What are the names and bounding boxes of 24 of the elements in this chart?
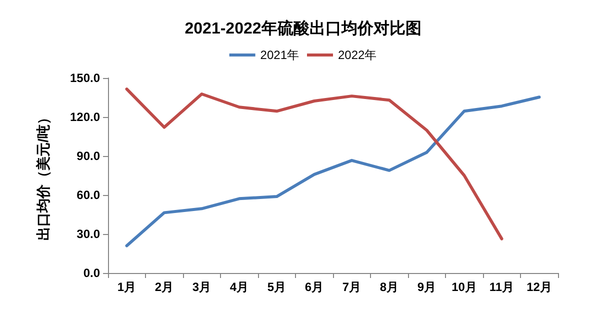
x-tick-label: 1月: [117, 280, 136, 294]
x-tick-label: 4月: [230, 280, 249, 294]
legend-label: 2022年: [338, 48, 377, 62]
x-tick-label: 11月: [489, 280, 514, 294]
x-tick-label: 10月: [452, 280, 477, 294]
x-tick-label: 9月: [417, 280, 436, 294]
y-tick-label: 90.0: [76, 149, 100, 163]
x-tick-label: 5月: [267, 280, 286, 294]
x-tick-label: 3月: [192, 280, 212, 294]
y-tick-label: 30.0: [76, 227, 100, 241]
legend-label: 2021年: [260, 48, 300, 62]
y-axis-title: 出口均价（美元/吨）: [35, 110, 51, 240]
x-tick-label: 2月: [154, 280, 174, 294]
x-tick-label: 12月: [526, 280, 552, 294]
line-series: [125, 88, 504, 240]
x-tick-label: 6月: [304, 280, 324, 294]
y-tick-label: 150.0: [70, 71, 100, 85]
y-tick-label: 60.0: [76, 188, 100, 202]
chart-title: 2021-2022年硫酸出口均价对比图: [184, 20, 422, 38]
y-tick-label: 120.0: [70, 110, 100, 124]
x-tick-label: 7月: [342, 280, 362, 294]
line-series: [125, 96, 541, 248]
x-tick-label: 8月: [380, 280, 399, 294]
y-tick-label: 0.0: [83, 266, 100, 280]
